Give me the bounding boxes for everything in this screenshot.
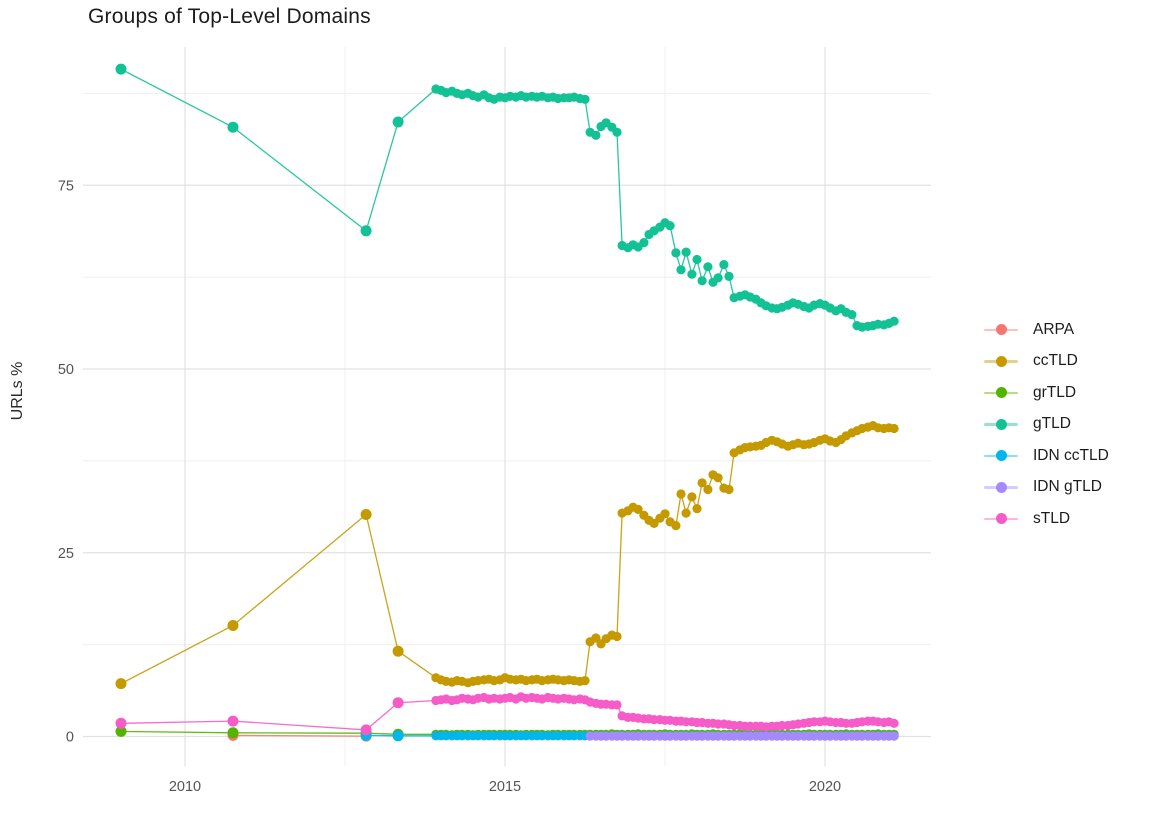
data-point (115, 63, 127, 75)
data-point (591, 130, 601, 140)
data-point (392, 116, 404, 128)
y-tick-label: 75 (58, 178, 74, 194)
data-point (889, 316, 899, 326)
x-tick-label: 2015 (489, 779, 521, 795)
legend-label: IDN ccTLD (1033, 446, 1109, 464)
data-point (115, 725, 127, 737)
data-point (681, 508, 691, 518)
data-point (392, 697, 404, 709)
data-point (889, 731, 899, 741)
data-point (392, 730, 404, 742)
legend-item-grTLD: grTLD (984, 377, 1109, 409)
data-point (392, 645, 404, 657)
data-point (360, 225, 372, 237)
legend-label: ARPA (1033, 320, 1075, 338)
legend-label: ccTLD (1033, 352, 1078, 370)
legend-label: sTLD (1033, 509, 1071, 527)
data-point (713, 473, 723, 483)
legend-item-ccTLD: ccTLD (984, 346, 1109, 378)
data-point (889, 423, 899, 434)
series-line (232, 734, 367, 737)
legend-label: gTLD (1033, 415, 1071, 433)
data-point (703, 484, 713, 495)
data-point (889, 718, 899, 728)
legend-item-sTLD: sTLD (984, 503, 1109, 535)
legend-item-ARPA: ARPA (984, 314, 1109, 346)
data-point (692, 254, 702, 265)
data-point (227, 620, 239, 631)
legend-item-gTLD: gTLD (984, 409, 1109, 441)
legend-key-icon (984, 417, 1018, 431)
data-point (676, 489, 686, 499)
data-point (612, 631, 622, 642)
legend-key-icon (984, 386, 1018, 400)
data-point (227, 727, 239, 739)
y-tick-label: 50 (58, 362, 74, 378)
legend: ARPA ccTLD grTLD gTLD IDN ccTLD IDN gTLD sTLD (984, 314, 1109, 535)
data-point (697, 276, 707, 286)
series-ccTLD (115, 421, 899, 690)
legend-key-icon (984, 354, 1018, 368)
legend-item-IDN-ccTLD: IDN ccTLD (984, 440, 1109, 472)
data-point (665, 221, 675, 231)
data-point (687, 492, 697, 502)
data-point (681, 247, 691, 257)
data-point (115, 678, 127, 690)
data-point (671, 521, 681, 531)
legend-item-IDN-gTLD: IDN gTLD (984, 472, 1109, 504)
data-point (612, 700, 622, 710)
x-tick-label: 2010 (169, 779, 201, 795)
data-point (580, 94, 590, 104)
x-tick-label: 2020 (809, 779, 841, 795)
data-point (687, 269, 697, 279)
data-point (719, 260, 729, 270)
data-point (360, 724, 372, 736)
legend-key-icon (984, 512, 1018, 526)
series-ARPA (227, 729, 372, 742)
series-IDN-gTLD (585, 731, 899, 741)
data-point (115, 717, 127, 729)
y-tick-label: 0 (66, 730, 74, 746)
data-point (633, 504, 643, 514)
data-point (580, 676, 590, 686)
series-sTLD (115, 692, 899, 736)
data-point (703, 262, 713, 272)
data-point (671, 248, 681, 258)
data-point (724, 484, 734, 495)
y-axis-title: URLs % (9, 361, 26, 421)
data-point (697, 478, 707, 488)
data-point (227, 715, 239, 727)
legend-key-icon (984, 449, 1018, 463)
data-point (724, 271, 734, 281)
data-point (713, 273, 723, 283)
data-point (360, 509, 372, 520)
series-gTLD (115, 63, 899, 332)
data-point (227, 121, 239, 133)
data-point (676, 265, 686, 275)
legend-label: grTLD (1033, 383, 1077, 401)
legend-key-icon (984, 323, 1018, 337)
data-point (692, 504, 702, 514)
series-line (120, 68, 895, 328)
chart-title: Groups of Top-Level Domains (88, 5, 371, 28)
legend-key-icon (984, 480, 1018, 494)
data-point (612, 127, 622, 137)
data-point (660, 509, 670, 519)
data-point (847, 310, 857, 320)
y-tick-label: 25 (58, 546, 74, 562)
data-point (639, 238, 649, 248)
legend-label: IDN gTLD (1033, 478, 1102, 496)
